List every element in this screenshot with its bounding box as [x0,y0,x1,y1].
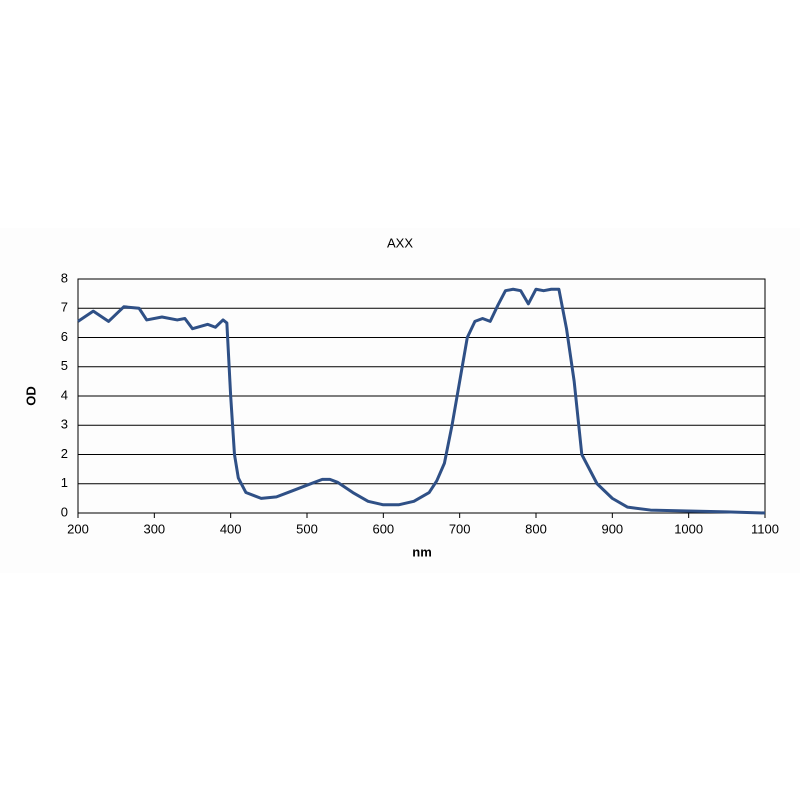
x-tick-label: 500 [296,521,318,536]
x-tick-label: 900 [601,521,623,536]
x-tick-label: 1100 [751,521,779,536]
y-tick-label: 6 [61,329,68,344]
y-tick-label: 2 [61,446,68,461]
x-tick-label: 600 [372,521,394,536]
x-tick-label: 1000 [674,521,703,536]
x-axis-label: nm [412,544,432,559]
x-tick-label: 400 [220,521,242,536]
y-tick-label: 8 [61,270,68,285]
plot-frame [77,278,766,514]
x-tick-label: 700 [449,521,471,536]
chart-title: AXX [387,235,413,250]
y-tick-label: 7 [61,300,68,315]
x-tick-label: 300 [143,521,165,536]
y-tick-label: 4 [61,387,68,402]
y-axis-label: OD [23,386,38,406]
y-tick-label: 3 [61,417,68,432]
y-tick-label: 5 [61,358,68,373]
x-tick-label: 800 [525,521,547,536]
x-tick-label: 200 [67,521,89,536]
y-tick-label: 0 [61,504,68,519]
y-tick-label: 1 [61,475,68,490]
chart-background [0,228,800,573]
data-line [77,287,766,515]
